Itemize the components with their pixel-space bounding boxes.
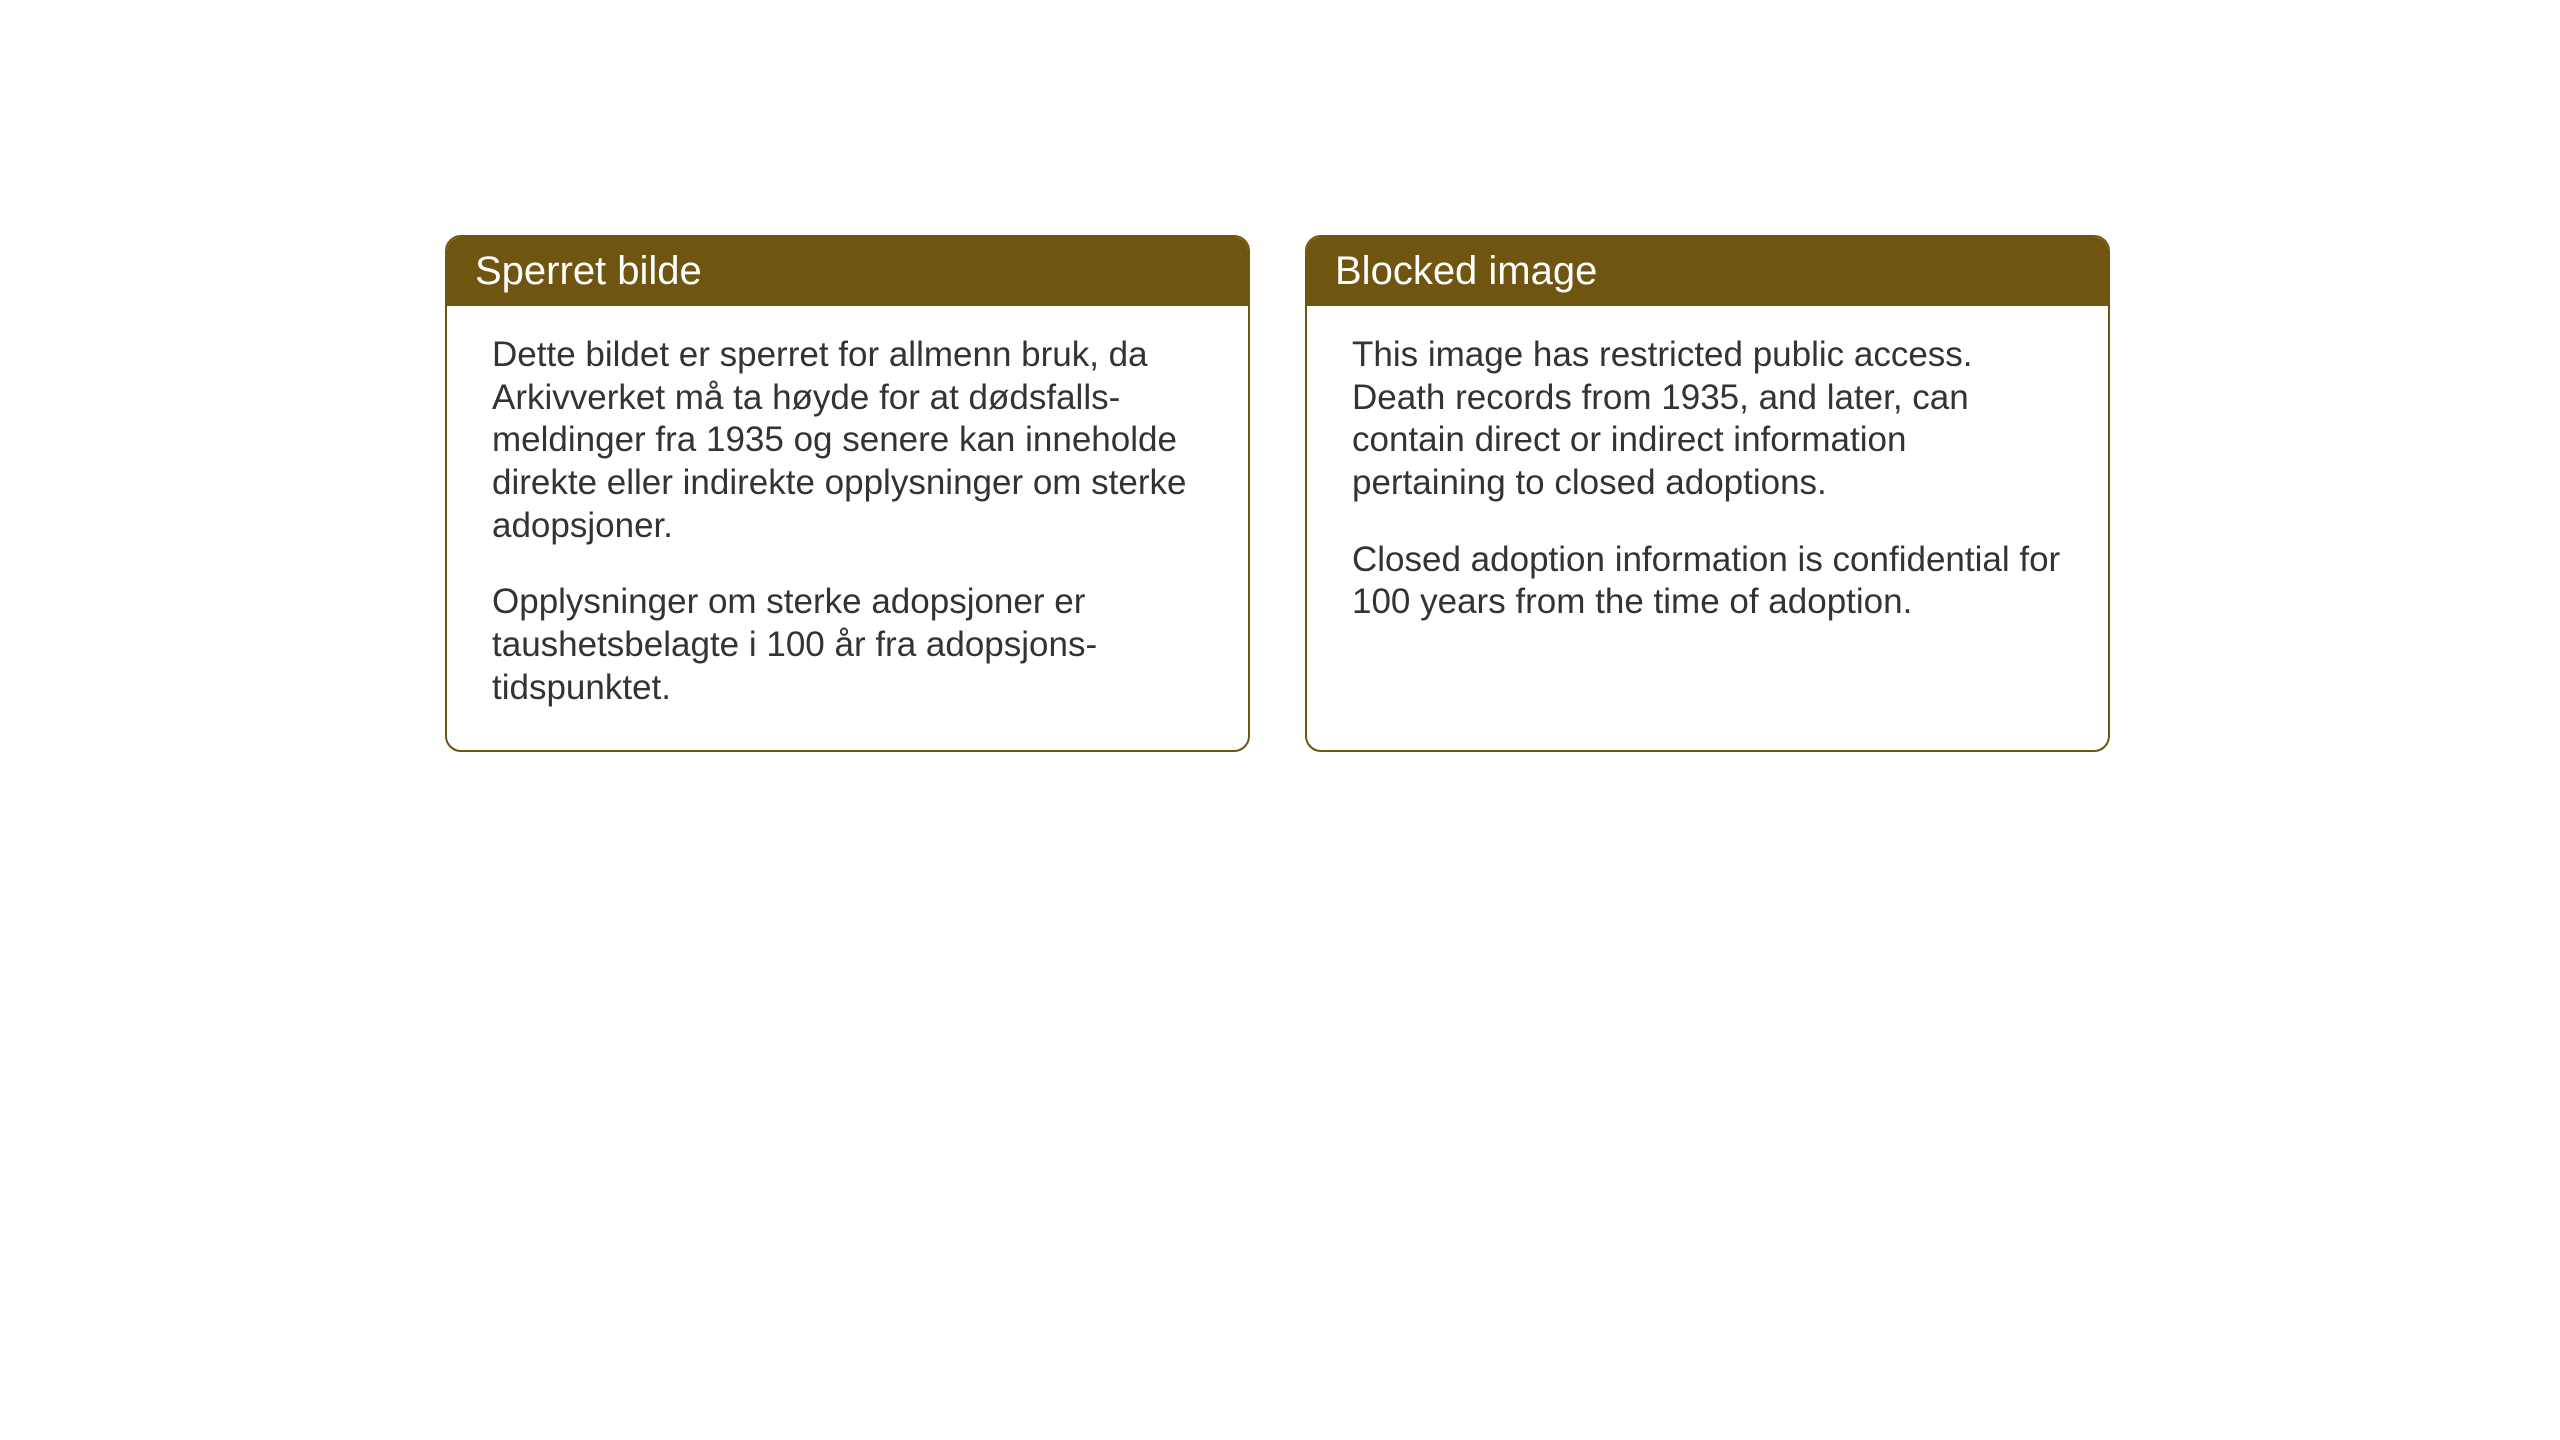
card-norwegian-header: Sperret bilde bbox=[447, 237, 1248, 306]
card-english: Blocked image This image has restricted … bbox=[1305, 235, 2110, 752]
card-english-title: Blocked image bbox=[1335, 249, 1597, 293]
card-norwegian-title: Sperret bilde bbox=[475, 249, 702, 293]
card-norwegian-paragraph-2: Opplysninger om sterke adopsjoner er tau… bbox=[492, 581, 1203, 709]
card-english-header: Blocked image bbox=[1307, 237, 2108, 306]
card-norwegian-body: Dette bildet er sperret for allmenn bruk… bbox=[447, 306, 1248, 750]
card-english-body: This image has restricted public access.… bbox=[1307, 306, 2108, 706]
card-norwegian-paragraph-1: Dette bildet er sperret for allmenn bruk… bbox=[492, 334, 1203, 547]
card-norwegian: Sperret bilde Dette bildet er sperret fo… bbox=[445, 235, 1250, 752]
card-english-paragraph-2: Closed adoption information is confident… bbox=[1352, 539, 2063, 624]
card-english-paragraph-1: This image has restricted public access.… bbox=[1352, 334, 2063, 505]
cards-container: Sperret bilde Dette bildet er sperret fo… bbox=[445, 235, 2110, 752]
